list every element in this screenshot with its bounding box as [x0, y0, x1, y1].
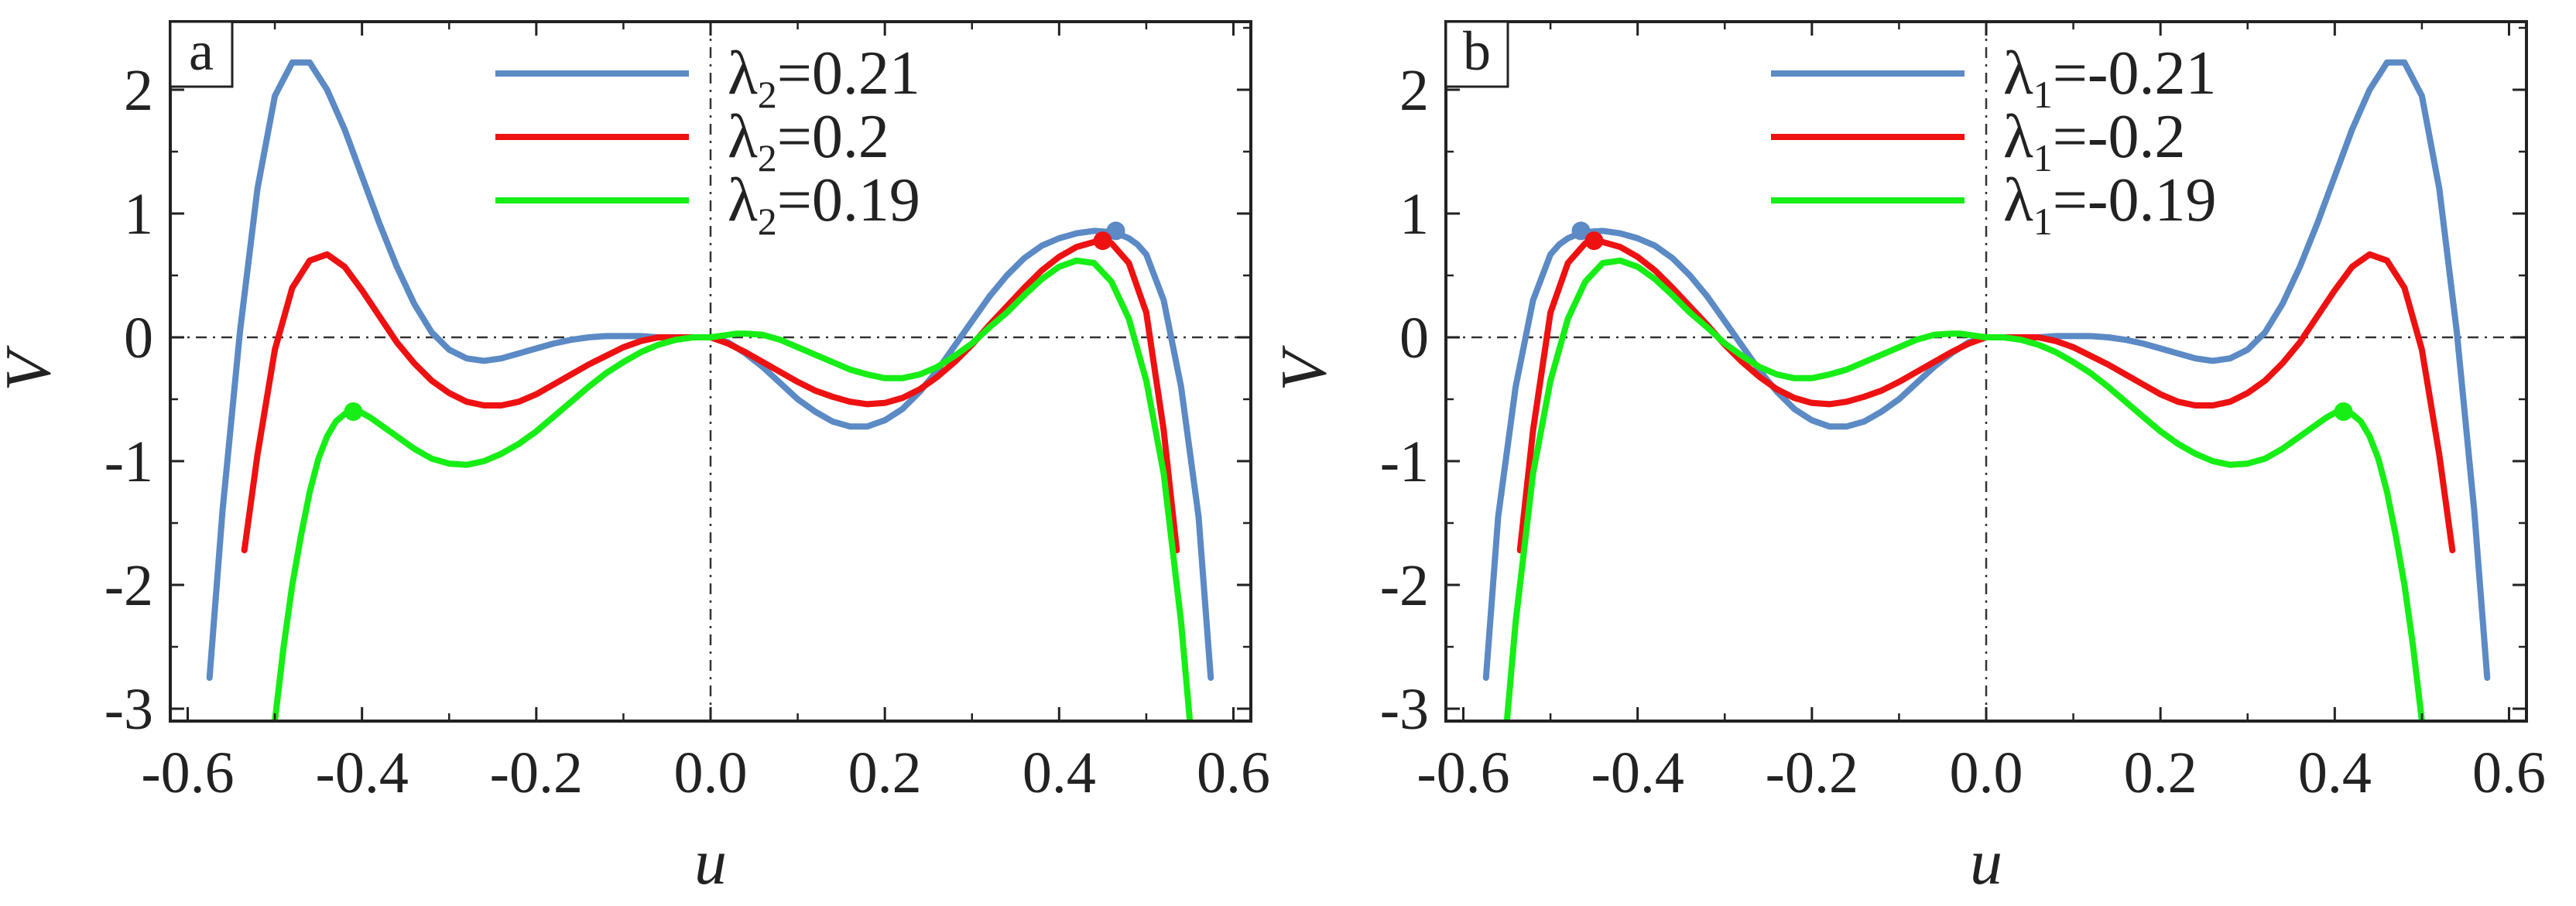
y-tick-label: -3	[1380, 677, 1429, 742]
legend-subscript: 1	[2033, 136, 2053, 179]
legend-label-1: λ1=-0.21	[2003, 39, 2217, 116]
legend-subscript: 2	[758, 136, 777, 179]
legend-symbol: λ	[2003, 39, 2033, 108]
x-tick-label: 0.2	[2124, 740, 2197, 805]
y-tick-label: -1	[1380, 429, 1429, 494]
x-tick-label: -0.2	[1766, 740, 1858, 805]
marker-point-3	[344, 402, 363, 421]
y-tick-label: 0	[1399, 306, 1429, 371]
legend-value: =-0.19	[2053, 166, 2217, 234]
legend-symbol: λ	[728, 103, 758, 171]
panel-tag-label: a	[189, 20, 214, 82]
marker-point-1	[1571, 221, 1591, 241]
x-tick-label: -0.2	[490, 740, 583, 805]
series-line-2	[241, 238, 1180, 554]
legend-symbol: λ	[728, 39, 758, 108]
series-group	[1482, 59, 2491, 721]
legend-symbol: λ	[2003, 166, 2033, 234]
panel-tag-box	[1444, 20, 1509, 88]
x-tick-label: -0.4	[316, 740, 409, 805]
y-axis-label: V	[1268, 345, 1340, 391]
y-tick-label: 1	[124, 182, 153, 247]
legend-label-2: λ2=0.2	[728, 103, 889, 179]
y-tick-label: -3	[104, 677, 153, 742]
y-axis-label: V	[0, 345, 64, 391]
legend-subscript: 2	[758, 200, 777, 243]
legend-label-1: λ2=0.21	[728, 39, 920, 116]
legend-label-3: λ1=-0.19	[2003, 166, 2217, 243]
legend-subscript: 1	[2033, 200, 2053, 243]
x-axis-label: u	[694, 826, 727, 898]
y-tick-label: 2	[1399, 58, 1429, 123]
x-axis-label: u	[1970, 826, 2002, 898]
y-tick-label: -2	[1380, 553, 1429, 618]
x-tick-label: 0.6	[1197, 740, 1270, 805]
x-tick-label: -0.6	[1416, 740, 1509, 805]
x-tick-label: 0.4	[2298, 740, 2372, 805]
legend-value: =0.21	[777, 39, 920, 108]
legend-symbol: λ	[2003, 103, 2033, 171]
y-tick-label: 2	[124, 58, 153, 123]
x-tick-label: 0.0	[1950, 740, 2023, 805]
legend-value: =0.2	[777, 103, 889, 171]
y-tick-label: -1	[104, 429, 153, 494]
series-line-3	[272, 257, 1194, 721]
marker-point-1	[1106, 221, 1125, 241]
legend-subscript: 2	[758, 73, 777, 116]
series-group	[206, 59, 1214, 721]
panel-a: -0.6-0.4-0.20.00.20.40.6-3-2-1012uVaλ2=0…	[0, 20, 1270, 898]
legend-value: =-0.21	[2053, 39, 2217, 108]
x-tick-label: 0.2	[848, 740, 922, 805]
series-line-2	[1516, 238, 2456, 554]
series-line-3	[1503, 257, 2425, 721]
y-tick-label: -2	[104, 553, 153, 618]
x-tick-label: 0.6	[2472, 740, 2546, 805]
x-tick-label: 0.0	[674, 740, 748, 805]
x-tick-label: -0.4	[1591, 740, 1684, 805]
y-tick-label: 0	[124, 306, 153, 371]
panel-tag-label: b	[1463, 20, 1491, 82]
y-tick-label: 1	[1399, 182, 1429, 247]
x-tick-label: -0.6	[141, 740, 234, 805]
legend-label-2: λ1=-0.2	[2003, 103, 2186, 179]
legend-symbol: λ	[728, 166, 758, 234]
legend-value: =0.19	[777, 166, 920, 234]
marker-point-2	[1093, 231, 1112, 251]
legend-subscript: 1	[2033, 73, 2053, 116]
legend-value: =-0.2	[2053, 103, 2186, 171]
panel-tag-box	[169, 20, 234, 88]
legend-label-3: λ2=0.19	[728, 166, 920, 243]
marker-point-3	[2334, 402, 2353, 421]
x-tick-label: 0.4	[1023, 740, 1096, 805]
marker-point-2	[1584, 231, 1604, 251]
